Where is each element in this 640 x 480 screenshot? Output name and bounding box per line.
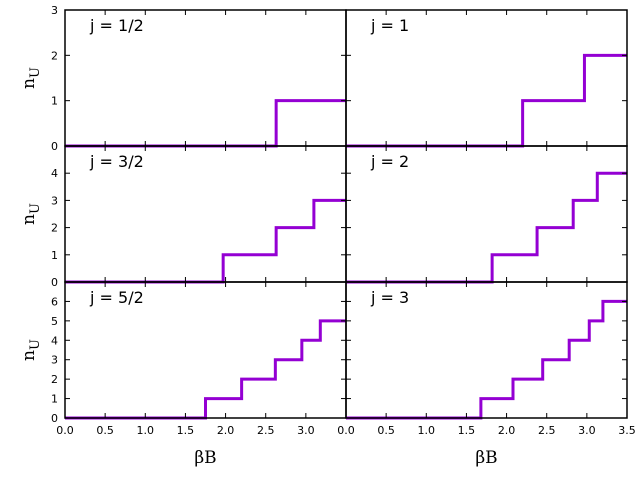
series-line: [65, 198, 346, 284]
x-tick-label: 2.5: [538, 424, 556, 437]
y-tick-label: 2: [51, 222, 58, 235]
x-tick-label: 2.5: [257, 424, 275, 437]
y-tick-label: 4: [51, 167, 58, 180]
y-tick-label: 4: [51, 334, 58, 347]
x-tick-label: 0.5: [377, 424, 395, 437]
x-axis-label: βB: [194, 448, 216, 468]
panel-label: j = 1/2: [89, 16, 144, 35]
series-line: [346, 299, 627, 420]
chart-panel-6: 0.0 0.5 1.0 1.5 2.0 2.5 3.0 3.5 j = 3 βB: [337, 281, 636, 468]
x-tick-label: 3.0: [578, 424, 596, 437]
chart-panel-4: j = 2: [345, 145, 628, 284]
chart-grid: 0 1 2 3 j = 1/2 nU j = 1 0 1 2 3 4 j = 3/2 nU j = 2 0 1 2…: [19, 4, 636, 468]
y-tick-label: 3: [51, 194, 58, 207]
y-tick-label: 2: [51, 373, 58, 386]
y-tick-label: 0: [51, 412, 58, 425]
y-tick-label: 1: [51, 249, 58, 262]
y-tick-label: 3: [51, 354, 58, 367]
x-tick-label: 1.0: [137, 424, 155, 437]
x-tick-label: 1.5: [458, 424, 476, 437]
x-tick-label: 1.0: [418, 424, 436, 437]
y-tick-label: 2: [51, 49, 58, 62]
y-axis-label: nU: [19, 203, 43, 225]
y-tick-label: 1: [51, 95, 58, 108]
x-tick-label: 0.5: [96, 424, 114, 437]
series-line: [65, 99, 346, 148]
y-axis-label: nU: [19, 67, 43, 89]
y-tick-label: 1: [51, 393, 58, 406]
chart-panel-3: 0 1 2 3 4 j = 3/2 nU: [19, 145, 347, 289]
chart-panel-1: 0 1 2 3 j = 1/2 nU: [19, 4, 347, 153]
series-line: [346, 53, 627, 148]
y-tick-label: 5: [51, 315, 58, 328]
panel-label: j = 1: [370, 16, 409, 35]
y-tick-label: 0: [51, 140, 58, 153]
series-line: [346, 171, 627, 284]
chart-panel-2: j = 1: [345, 9, 628, 148]
series-line: [65, 319, 346, 420]
x-tick-label: 0.0: [337, 424, 355, 437]
y-tick-label: 0: [51, 276, 58, 289]
x-tick-label: 2.0: [217, 424, 235, 437]
panel-label: j = 3/2: [89, 152, 144, 171]
panel-label: j = 5/2: [89, 288, 144, 307]
x-tick-label: 3.5: [618, 424, 636, 437]
x-tick-label: 2.0: [498, 424, 516, 437]
chart-panel-5: 0 1 2 3 4 5 6 0.0 0.5 1.0 1.5 2.0 2.5 3.0 j = 5/2 nU βB: [19, 281, 347, 468]
x-tick-label: 1.5: [177, 424, 195, 437]
panel-label: j = 2: [370, 152, 409, 171]
y-axis-label: nU: [19, 339, 43, 361]
y-tick-label: 6: [51, 295, 58, 308]
x-tick-label: 0.0: [56, 424, 74, 437]
x-axis-label: βB: [475, 448, 497, 468]
x-tick-label: 3.0: [297, 424, 315, 437]
plot-frame: [345, 281, 628, 419]
panel-label: j = 3: [370, 288, 409, 307]
y-tick-label: 3: [51, 4, 58, 17]
